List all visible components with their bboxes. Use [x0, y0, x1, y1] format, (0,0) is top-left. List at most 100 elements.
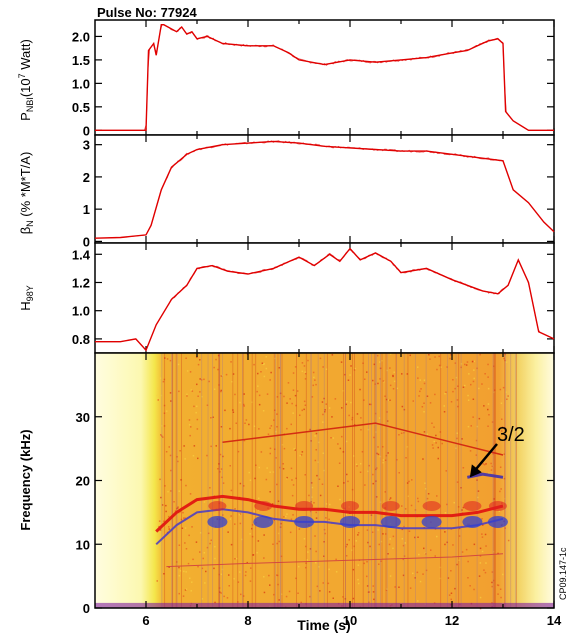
spectrogram-speckle: [339, 447, 342, 450]
spectrogram-speckle: [368, 464, 370, 467]
spectrogram-speckle: [366, 561, 368, 563]
spectrogram-speckle: [401, 538, 404, 540]
spectrogram-speckle: [310, 501, 312, 503]
spectrogram-speckle: [377, 382, 379, 385]
panel-h98y-frame: [94, 242, 555, 354]
spectrogram-speckle: [256, 551, 258, 554]
spectrogram-speckle: [258, 394, 261, 397]
spectrogram-speckle: [456, 563, 458, 566]
spectrogram-speckle: [243, 405, 245, 407]
spectrogram-speckle: [346, 473, 348, 476]
spectrogram-speckle: [433, 426, 435, 428]
spectrogram-speckle: [384, 491, 386, 493]
spectrogram-speckle: [493, 579, 495, 582]
spectrogram-speckle: [467, 399, 470, 401]
spectrogram-speckle: [277, 583, 279, 586]
spectrogram-speckle: [502, 573, 504, 576]
spectrogram-speckle: [458, 527, 461, 530]
spectrogram-speckle: [230, 361, 232, 363]
spectrogram-speckle: [191, 581, 193, 583]
spectrogram-speckle: [165, 451, 168, 453]
spectrogram-speckle: [168, 446, 170, 448]
red-burst: [341, 501, 359, 511]
spectrogram-speckle: [257, 385, 259, 387]
spectrogram-speckle: [379, 378, 381, 380]
spectrogram-speckle: [219, 453, 222, 456]
spectrogram-speckle: [389, 498, 391, 501]
y-tick-label: 10: [76, 537, 90, 552]
spectrogram-speckle: [248, 471, 250, 474]
spectrogram-speckle: [362, 362, 364, 364]
spectrogram-speckle: [239, 482, 242, 485]
spectrogram-speckle: [263, 557, 265, 559]
spectrogram-speckle: [180, 479, 182, 481]
spectrogram-speckle: [230, 489, 233, 492]
spectrogram-speckle: [168, 566, 170, 568]
spectrogram-speckle: [325, 517, 327, 519]
spectrogram-speckle: [188, 424, 191, 426]
spectrogram-speckle: [345, 513, 347, 516]
panel-pnbi-frame: [94, 19, 555, 136]
spectrogram-speckle: [417, 600, 419, 602]
spectrogram-speckle: [161, 435, 163, 437]
spectrogram-speckle: [287, 382, 290, 384]
spectrogram-speckle: [408, 480, 410, 483]
spectrogram-speckle: [379, 361, 381, 363]
spectrogram-speckle: [190, 389, 193, 391]
spectrogram-speckle: [476, 367, 478, 370]
spectrogram-speckle: [312, 371, 315, 374]
spectrogram-speckle: [167, 490, 169, 493]
spectrogram-speckle: [265, 367, 268, 370]
spectrogram-speckle: [258, 497, 260, 500]
panel-betan-series: [94, 140, 555, 239]
spectrogram-speckle: [199, 378, 201, 380]
panel-pnbi: 0 0.5 1.0 1.5 2.0 PNBI(107 Watt): [17, 19, 555, 138]
spectrogram-speckle: [467, 560, 469, 563]
spectrogram-speckle: [203, 501, 206, 503]
spectrogram-speckle: [350, 401, 352, 404]
spectrogram-speckle: [464, 384, 466, 387]
chart-title: Pulse No: 77924: [97, 5, 197, 20]
spectrogram-speckle: [163, 425, 166, 427]
spectrogram-speckle: [169, 454, 172, 457]
spectrogram-speckle: [387, 452, 389, 454]
spectrogram-speckle: [192, 455, 195, 457]
spectrogram-speckle: [283, 516, 285, 518]
spectrogram-speckle: [473, 377, 475, 380]
spectrogram-ylabel: Frequency (kHz): [18, 429, 33, 530]
spectrogram-speckle: [430, 549, 432, 551]
spectrogram-speckle: [195, 541, 198, 543]
spectrogram-speckle: [473, 543, 476, 546]
spectrogram-speckle: [206, 546, 209, 549]
spectrogram-speckle: [218, 573, 221, 576]
panel-spectrogram: 0 10 20 30 6 8 10 12 14 Frequency (kHz) Time (s)…: [18, 352, 568, 633]
spectrogram-speckle: [444, 392, 446, 395]
spectrogram-speckle: [292, 484, 295, 486]
spectrogram-speckle: [407, 495, 409, 497]
spectrogram-speckle: [309, 548, 312, 550]
spectrogram-speckle: [469, 450, 472, 452]
spectrogram-speckle: [252, 554, 255, 556]
spectrogram-speckle: [462, 386, 465, 388]
spectrogram-speckle: [487, 425, 489, 427]
spectrogram-speckle: [374, 412, 377, 415]
spectrogram-speckle: [296, 390, 299, 392]
spectrogram-speckle: [278, 540, 281, 543]
spectrogram-speckle: [468, 373, 470, 375]
spectrogram-speckle: [186, 370, 189, 372]
panel-betan: 0 1 2 3 βN (% *M*T/A): [18, 134, 555, 249]
panel-pnbi-ticks: 0 0.5 1.0 1.5 2.0: [72, 20, 555, 138]
spectrogram-speckle: [313, 502, 315, 504]
spectrogram-speckle: [372, 473, 374, 476]
spectrogram-speckle: [450, 570, 452, 572]
spectrogram-speckle: [369, 545, 371, 548]
spectrogram-speckle: [323, 541, 325, 543]
spectrogram-speckle: [303, 538, 306, 540]
spectrogram-speckle: [452, 390, 454, 393]
spectrogram-speckle: [434, 393, 436, 396]
spectrogram-speckle: [437, 457, 439, 460]
spectrogram-speckle: [332, 597, 334, 599]
red-burst: [295, 501, 314, 511]
spectrogram-speckle: [401, 373, 403, 375]
spectrogram-speckle: [234, 523, 236, 525]
